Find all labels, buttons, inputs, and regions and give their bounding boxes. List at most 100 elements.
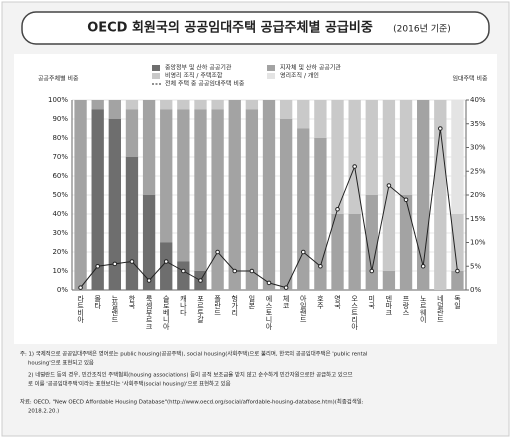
y-tick-label: 10% — [52, 267, 68, 275]
bar-segment — [245, 100, 259, 110]
x-tick-label: 뉴질랜드 — [111, 295, 119, 323]
bar-segment — [142, 195, 156, 290]
x-tick-label: 노르웨이 — [419, 295, 427, 324]
bar-segment — [399, 100, 413, 195]
y-tick-label: 70% — [52, 153, 68, 161]
y2-tick-label: 20% — [470, 191, 486, 199]
note: 2) 네덜란드 등의 경우, 민간조직인 주택협회(housing associ… — [28, 371, 353, 379]
bar-segment — [434, 100, 447, 290]
legend-swatch — [267, 73, 275, 79]
bar-segment — [160, 109, 173, 243]
bar-segment — [417, 100, 430, 290]
bar-segment — [262, 100, 276, 290]
line-point — [78, 285, 83, 290]
title-box — [21, 11, 490, 45]
x-tick-label: 일본 — [248, 294, 256, 309]
x-tick-label: 덴마크 — [385, 294, 393, 316]
bar-segment — [125, 100, 139, 110]
x-tick-label: 슬로베니아 — [162, 294, 170, 331]
bar-segment — [365, 100, 378, 195]
note: 로 이를 '공공임대주택'이라는 표현보다는 '사회주택(social hous… — [28, 380, 231, 388]
y-tick-label: 40% — [52, 210, 68, 218]
bar-segment — [245, 109, 259, 290]
x-tick-label: 오스트리아 — [351, 295, 359, 331]
bar-segment — [297, 100, 310, 129]
x-tick-label: 캐나다 — [179, 295, 187, 317]
line-point — [215, 249, 220, 255]
x-tick-label: 폴란드 — [214, 295, 222, 316]
line-point — [181, 268, 186, 274]
line-point — [420, 263, 426, 269]
note: 주: 1) 국제적으로 공공임대주택은 영어로는 public housing(… — [20, 350, 367, 358]
bar-segment — [177, 100, 190, 110]
y-tick-label: 60% — [52, 172, 68, 180]
y2-axis-label: 임대주택 비중 — [452, 75, 488, 83]
y-tick-label: 80% — [52, 134, 68, 142]
bar-segment — [177, 109, 190, 262]
bar-segment — [297, 128, 310, 290]
chart-title: OECD 회원국의 공공임대주택 공급주체별 공급비중 — [87, 20, 373, 36]
y2-tick-label: 10% — [470, 239, 486, 247]
bar-segment — [348, 214, 361, 290]
line-point — [146, 278, 152, 283]
y-tick-label: 0% — [57, 286, 68, 294]
line-point — [438, 126, 443, 131]
bar-segment — [142, 100, 156, 195]
bar-segment — [211, 100, 224, 110]
x-tick-label: 네덜란드 — [436, 294, 444, 323]
bar-segment — [125, 157, 139, 290]
legend-label: 지자체 및 산하 공공기관 — [280, 64, 341, 72]
note: housing'으로 표현되고 있음 — [28, 359, 94, 367]
line-point — [163, 259, 169, 264]
y2-tick-label: 0% — [470, 286, 481, 294]
bar-segment — [314, 100, 327, 138]
y2-tick-label: 40% — [470, 96, 486, 104]
line-point — [232, 268, 238, 274]
x-tick-label: 호주 — [316, 295, 324, 310]
bar-segment — [177, 261, 190, 290]
line-point — [352, 164, 357, 169]
x-tick-label: 포르투갈 — [196, 295, 204, 323]
bar-segment — [279, 119, 293, 290]
x-tick-label: 프랑스 — [402, 295, 410, 316]
line-point — [198, 278, 203, 283]
bar-segment — [108, 100, 121, 119]
y2-tick-label: 25% — [470, 167, 486, 175]
line-point — [300, 249, 306, 255]
line-point — [129, 259, 135, 264]
y-axis-label: 공공주체별 비중 — [38, 75, 79, 83]
x-tick-label: 체코 — [282, 295, 290, 309]
line-point — [266, 280, 272, 286]
line-point — [112, 261, 118, 267]
legend-swatch — [267, 65, 275, 71]
bar-segment — [451, 271, 464, 290]
line-point — [95, 263, 100, 269]
line-point — [386, 183, 392, 188]
bar-segment — [108, 119, 121, 290]
x-tick-label: 몰타 — [94, 295, 102, 310]
y-tick-label: 30% — [52, 229, 68, 237]
bar-segment — [451, 214, 464, 271]
y2-tick-label: 30% — [470, 144, 486, 152]
x-tick-label: 독일 — [453, 295, 461, 309]
y2-tick-label: 15% — [470, 215, 486, 223]
line-point — [283, 285, 289, 290]
bar-segment — [348, 100, 361, 214]
x-tick-label: 에스토니아 — [265, 294, 273, 331]
note: 자료: OECD, "New OECD Affordable Housing D… — [20, 398, 364, 406]
note: 2018.2.20.) — [28, 409, 59, 415]
bar-segment — [91, 109, 104, 290]
bar-segment — [74, 100, 87, 290]
chart-subtitle: (2016년 기준) — [393, 24, 451, 35]
legend-label: 비영리 조직 / 주택조합 — [165, 72, 223, 80]
x-tick-label: 한국 — [128, 295, 136, 310]
bar-segment — [451, 100, 464, 214]
bar-segment — [331, 100, 344, 214]
line-point — [318, 263, 323, 269]
y-tick-label: 100% — [48, 96, 68, 104]
bar-segment — [194, 109, 207, 271]
x-tick-label: 룩셈부르크 — [145, 295, 153, 330]
bar-segment — [91, 100, 104, 110]
x-tick-label: 영국 — [334, 294, 342, 310]
